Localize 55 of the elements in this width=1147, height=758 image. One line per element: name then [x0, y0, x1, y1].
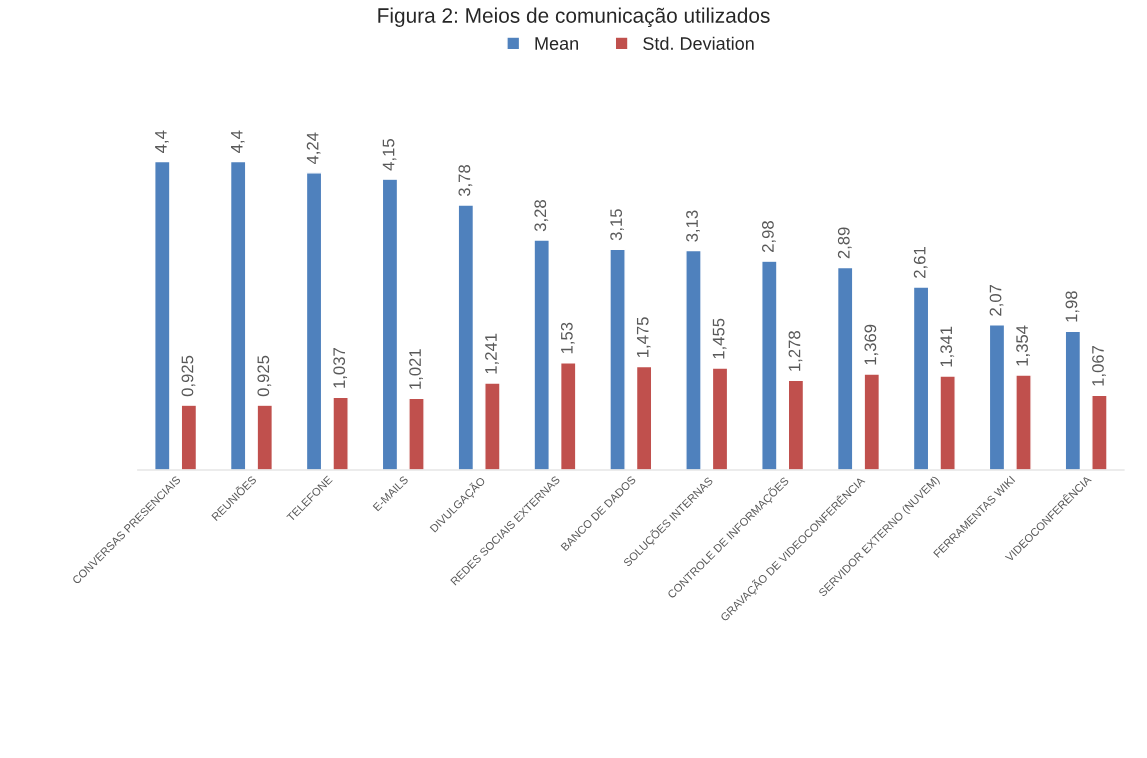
bar: [332, 396, 349, 470]
bar: [180, 404, 198, 470]
data-label: 1,53: [560, 322, 575, 354]
data-label: 3,28: [534, 200, 549, 232]
data-label: 3,15: [610, 209, 625, 241]
data-label: 1,021: [409, 349, 423, 389]
bar: [863, 373, 881, 470]
bar: [685, 249, 702, 470]
data-label: 2,07: [989, 284, 1004, 316]
data-label: 1,241: [485, 333, 499, 374]
data-label: 4,24: [306, 132, 321, 165]
data-label: 2,98: [762, 221, 776, 252]
bar: [761, 260, 778, 470]
data-label: 3,78: [458, 165, 473, 197]
data-label: 1,278: [788, 331, 803, 371]
data-label: 0,925: [181, 355, 196, 397]
data-label: 2,61: [913, 247, 928, 278]
bar: [533, 239, 550, 470]
data-label: 0,925: [257, 355, 272, 397]
bar: [1015, 374, 1032, 470]
bar: [256, 404, 274, 470]
bar: [609, 248, 626, 470]
data-label: 1,455: [712, 318, 727, 359]
data-label: 1,98: [1065, 291, 1080, 322]
data-label: 4,4: [231, 130, 245, 153]
data-label: 1,067: [1092, 345, 1106, 386]
bar: [1064, 330, 1082, 470]
bar: [912, 286, 930, 470]
data-label: 1,341: [940, 326, 955, 367]
bar: [154, 160, 171, 470]
chart-title: Figura 2: Meios de comunicação utilizados: [378, 7, 770, 28]
data-label: 1,475: [636, 317, 651, 357]
bar: [939, 375, 956, 470]
bar: [836, 266, 854, 470]
bar: [635, 365, 653, 470]
bar: [381, 178, 399, 470]
bar: [408, 397, 425, 470]
bar: [484, 382, 501, 470]
bar: [1091, 394, 1108, 470]
data-label: 2,89: [837, 227, 852, 259]
bar: [787, 379, 805, 470]
bar: [229, 160, 247, 470]
bar: [559, 362, 577, 470]
bar: [988, 324, 1006, 470]
legend-label: Std. Deviation: [643, 36, 754, 50]
data-label: 4,15: [382, 139, 397, 171]
data-label: 1,369: [864, 324, 879, 365]
bar: [457, 204, 475, 470]
bar: [711, 367, 729, 470]
data-label: 1,354: [1016, 325, 1030, 366]
data-label: 1,037: [333, 348, 348, 388]
legend-label: Mean: [535, 37, 579, 50]
data-label: 3,13: [686, 210, 700, 242]
bar: [305, 172, 323, 470]
data-label: 4,4: [155, 130, 169, 153]
